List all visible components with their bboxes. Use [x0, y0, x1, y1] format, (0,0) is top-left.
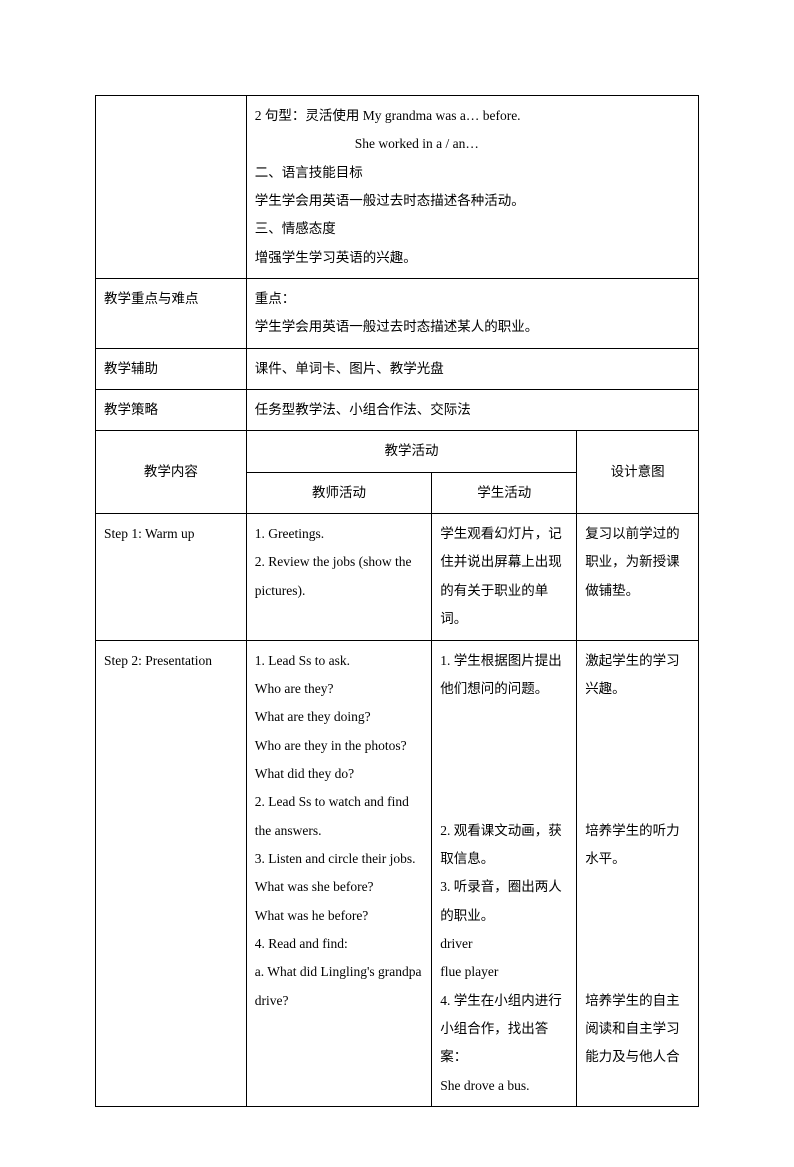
keypoints-row: 教学重点与难点 重点： 学生学会用英语一般过去时态描述某人的职业。	[96, 279, 699, 349]
step2-row: Step 2: Presentation 1. Lead Ss to ask. …	[96, 640, 699, 1107]
keypoints-line1: 重点：	[255, 285, 690, 313]
objectives-row: 2 句型：灵活使用 My grandma was a… before. She …	[96, 96, 699, 279]
student-activity-header: 学生活动	[432, 472, 577, 513]
objective-line1: 2 句型：灵活使用 My grandma was a… before.	[255, 102, 690, 130]
step1-student: 学生观看幻灯片，记住并说出屏幕上出现的有关于职业的单词。	[432, 514, 577, 640]
teaching-activity-header: 教学活动	[246, 431, 576, 472]
page-container: 2 句型：灵活使用 My grandma was a… before. She …	[0, 0, 794, 1167]
objective-line2: She worked in a / an…	[255, 130, 690, 158]
strategy-label: 教学策略	[96, 390, 247, 431]
objectives-label-cell	[96, 96, 247, 279]
keypoints-label: 教学重点与难点	[96, 279, 247, 349]
aids-row: 教学辅助 课件、单词卡、图片、教学光盘	[96, 348, 699, 389]
activity-header-row1: 教学内容 教学活动 设计意图	[96, 431, 699, 472]
objective-line3: 二、语言技能目标	[255, 159, 690, 187]
teaching-content-header: 教学内容	[96, 431, 247, 514]
strategy-row: 教学策略 任务型教学法、小组合作法、交际法	[96, 390, 699, 431]
keypoints-content: 重点： 学生学会用英语一般过去时态描述某人的职业。	[246, 279, 698, 349]
objective-line4: 学生学会用英语一般过去时态描述各种活动。	[255, 187, 690, 215]
objectives-content-cell: 2 句型：灵活使用 My grandma was a… before. She …	[246, 96, 698, 279]
step2-student: 1. 学生根据图片提出他们想问的问题。 2. 观看课文动画，获取信息。 3. 听…	[432, 640, 577, 1107]
aids-label: 教学辅助	[96, 348, 247, 389]
keypoints-line2: 学生学会用英语一般过去时态描述某人的职业。	[255, 313, 690, 341]
step1-teacher: 1. Greetings. 2. Review the jobs (show t…	[246, 514, 432, 640]
design-intent-header: 设计意图	[577, 431, 699, 514]
step2-intent: 激起学生的学习兴趣。 培养学生的听力水平。 培养学生的自主阅读和自主学习能力及与…	[577, 640, 699, 1107]
step2-teacher: 1. Lead Ss to ask. Who are they? What ar…	[246, 640, 432, 1107]
step1-name: Step 1: Warm up	[96, 514, 247, 640]
strategy-content: 任务型教学法、小组合作法、交际法	[246, 390, 698, 431]
objective-line5: 三、情感态度	[255, 215, 690, 243]
step2-name: Step 2: Presentation	[96, 640, 247, 1107]
step1-row: Step 1: Warm up 1. Greetings. 2. Review …	[96, 514, 699, 640]
teacher-activity-header: 教师活动	[246, 472, 432, 513]
aids-content: 课件、单词卡、图片、教学光盘	[246, 348, 698, 389]
lesson-plan-table: 2 句型：灵活使用 My grandma was a… before. She …	[95, 95, 699, 1107]
step1-intent: 复习以前学过的职业，为新授课做铺垫。	[577, 514, 699, 640]
objective-line6: 增强学生学习英语的兴趣。	[255, 244, 690, 272]
